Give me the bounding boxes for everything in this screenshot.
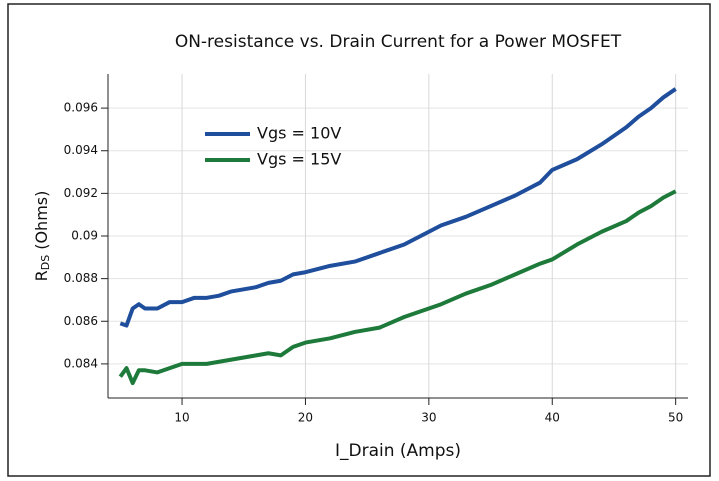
x-tick-label: 10 (174, 411, 189, 425)
x-tick-label: 30 (421, 411, 436, 425)
data-line (118, 189, 677, 386)
frame (7, 3, 711, 477)
x-axis-label: I_Drain (Amps) (335, 441, 461, 461)
y-axis-label: RDS (Ohms) (32, 191, 53, 282)
y-tick-label: 0.086 (64, 314, 98, 328)
y-label-sub: DS (39, 255, 52, 270)
y-tick-label: 0.096 (64, 101, 98, 115)
y-tick-label: 0.088 (64, 271, 98, 285)
data-line (119, 87, 677, 328)
y-tick-label: 0.094 (64, 143, 98, 157)
legend-label: Vgs = 15V (257, 150, 341, 169)
y-tick-label: 0.092 (64, 186, 98, 200)
y-label-base: R (32, 270, 51, 281)
chart-title: ON-resistance vs. Drain Current for a Po… (175, 32, 622, 52)
y-tick-label: 0.09 (71, 229, 98, 243)
legend-label: Vgs = 10V (257, 124, 341, 143)
y-tick-label: 0.084 (64, 356, 98, 370)
x-tick-label: 50 (668, 411, 683, 425)
x-tick-label: 20 (298, 411, 313, 425)
x-tick-label: 40 (545, 411, 560, 425)
y-label-unit: (Ohms) (32, 191, 51, 250)
